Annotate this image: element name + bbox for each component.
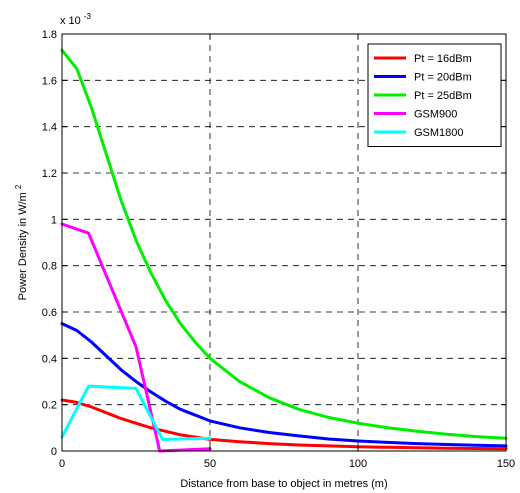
series-lines	[60, 48, 508, 453]
legend-label-3: GSM900	[414, 109, 457, 121]
y-tick-label: 0.6	[42, 307, 57, 319]
y-tick-label: 1.6	[42, 75, 57, 87]
y-scale-factor: x 10 -3	[60, 12, 92, 27]
x-tick-label: 50	[204, 458, 216, 470]
y-tick-label: 1.4	[42, 122, 57, 134]
series-line-2	[60, 48, 508, 440]
series-line-0	[60, 398, 508, 451]
legend-label-1: Pt = 20dBm	[414, 72, 472, 84]
y-axis-label-superscript: 2	[14, 184, 23, 189]
x-tick-label: 100	[349, 458, 367, 470]
x-tick-label: 150	[497, 458, 515, 470]
x-axis-label: Distance from base to object in metres (…	[180, 478, 387, 490]
y-tick-label: 0	[51, 446, 57, 458]
y-scale-prefix: x 10	[60, 15, 81, 27]
legend: Pt = 16dBm Pt = 20dBm Pt = 25dBm GSM900 GSM1…	[367, 43, 502, 147]
y-axis-label-main: Power Density in W/m	[17, 192, 29, 300]
legend-label-4: GSM1800	[414, 127, 464, 139]
x-tick-label: 0	[59, 458, 65, 470]
axis-ticks: 0 50 100 150 0 0.2 0.4 0.6 0.8 1 1.2 1.4 1.6 1.8	[42, 29, 515, 470]
y-axis-label: Power Density in W/m 2	[14, 184, 29, 300]
y-tick-label: 0.4	[42, 353, 57, 365]
y-tick-label: 1	[51, 214, 57, 226]
legend-label-2: Pt = 25dBm	[414, 90, 472, 102]
y-tick-label: 0.2	[42, 400, 57, 412]
y-scale-exponent: -3	[84, 12, 92, 21]
plot-frame	[61, 33, 507, 452]
y-tick-label: 1.8	[42, 29, 57, 41]
series-line-4	[60, 384, 212, 441]
series-line-3	[60, 222, 212, 453]
y-tick-label: 0.8	[42, 261, 57, 273]
y-tick-label: 1.2	[42, 168, 57, 180]
series-line-1	[60, 322, 508, 448]
legend-label-0: Pt = 16dBm	[414, 53, 472, 65]
